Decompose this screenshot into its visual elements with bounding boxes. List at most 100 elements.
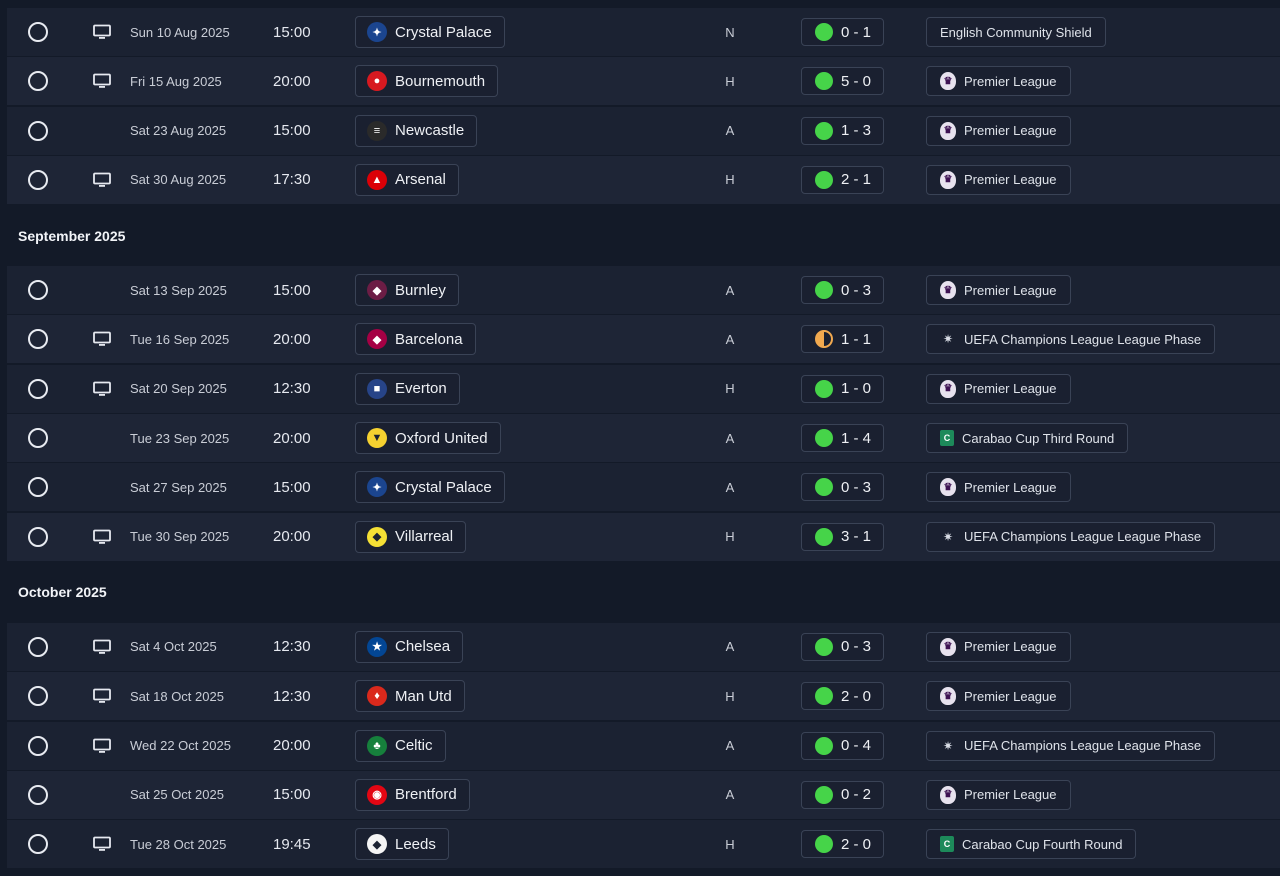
result-button[interactable]: 1 - 4 bbox=[801, 424, 885, 453]
opponent-name: Man Utd bbox=[395, 687, 452, 705]
competition-button[interactable]: ✷ UEFA Champions League League Phase bbox=[926, 730, 1216, 761]
select-radio[interactable] bbox=[28, 169, 48, 190]
opponent-button[interactable]: ★ Chelsea bbox=[355, 630, 464, 663]
competition-button[interactable]: ♛ Premier League bbox=[926, 66, 1071, 97]
opponent-name: Villarreal bbox=[395, 528, 454, 546]
opponent-button[interactable]: ▼ Oxford United bbox=[355, 422, 501, 455]
opponent-name: Barcelona bbox=[395, 330, 463, 348]
select-radio[interactable] bbox=[28, 378, 48, 399]
venue: H bbox=[725, 836, 735, 852]
opponent-button[interactable]: ◆ Barcelona bbox=[355, 323, 476, 356]
bee-crest-icon: ◉ bbox=[367, 784, 387, 805]
opponent-button[interactable]: ◆ Burnley bbox=[355, 274, 459, 307]
fixture-row[interactable]: Sat 30 Aug 2025 17:30 ▲ Arsenal H 2 - 1 … bbox=[7, 155, 1280, 204]
opponent-button[interactable]: ✦ Crystal Palace bbox=[355, 471, 505, 504]
result-button[interactable]: 1 - 3 bbox=[801, 116, 885, 145]
fixture-row[interactable]: Sat 23 Aug 2025 15:00 ≡ Newcastle A 1 - … bbox=[7, 106, 1280, 155]
result-button[interactable]: 0 - 4 bbox=[801, 731, 885, 760]
fixture-row[interactable]: Sun 10 Aug 2025 15:00 ✦ Crystal Palace N… bbox=[7, 8, 1280, 56]
fixture-date: Sat 20 Sep 2025 bbox=[130, 381, 227, 397]
kickoff-time: 12:30 bbox=[273, 380, 311, 398]
fixture-date: Tue 28 Oct 2025 bbox=[130, 836, 227, 852]
opponent-button[interactable]: ◉ Brentford bbox=[355, 778, 470, 811]
select-radio[interactable] bbox=[28, 428, 48, 449]
select-radio[interactable] bbox=[28, 834, 48, 855]
fixture-row[interactable]: Sat 13 Sep 2025 15:00 ◆ Burnley A 0 - 3 … bbox=[7, 266, 1280, 315]
fixture-row[interactable]: Sat 18 Oct 2025 12:30 ♦ Man Utd H 2 - 0 … bbox=[7, 672, 1280, 721]
select-radio[interactable] bbox=[28, 280, 48, 301]
competition-button[interactable]: ✷ UEFA Champions League League Phase bbox=[926, 521, 1216, 552]
select-radio[interactable] bbox=[28, 784, 48, 805]
opponent-button[interactable]: ✦ Crystal Palace bbox=[355, 16, 505, 48]
tv-icon bbox=[93, 623, 111, 671]
select-radio[interactable] bbox=[28, 636, 48, 657]
opponent-button[interactable]: ● Bournemouth bbox=[355, 65, 499, 98]
fixture-row[interactable]: Tue 30 Sep 2025 20:00 ◆ Villarreal H 3 -… bbox=[7, 512, 1280, 561]
score: 5 - 0 bbox=[841, 72, 872, 90]
select-radio[interactable] bbox=[28, 686, 48, 707]
select-radio[interactable] bbox=[28, 735, 48, 756]
select-radio[interactable] bbox=[28, 526, 48, 547]
tv-icon bbox=[93, 8, 111, 56]
fixture-row[interactable]: Tue 16 Sep 2025 20:00 ◆ Barcelona A 1 - … bbox=[7, 315, 1280, 364]
eagle-crest-icon: ✦ bbox=[367, 477, 387, 498]
opponent-name: Leeds bbox=[395, 835, 436, 853]
fixture-row[interactable]: Tue 23 Sep 2025 20:00 ▼ Oxford United A … bbox=[7, 414, 1280, 463]
competition-button[interactable]: ♛ Premier League bbox=[926, 681, 1071, 712]
fixture-row[interactable]: Sat 27 Sep 2025 15:00 ✦ Crystal Palace A… bbox=[7, 463, 1280, 512]
result-button[interactable]: 2 - 0 bbox=[801, 830, 885, 859]
fixture-row[interactable]: Fri 15 Aug 2025 20:00 ● Bournemouth H 5 … bbox=[7, 57, 1280, 106]
result-button[interactable]: 1 - 0 bbox=[801, 374, 885, 403]
opponent-button[interactable]: ♣ Celtic bbox=[355, 729, 446, 762]
competition-button[interactable]: ♛ Premier League bbox=[926, 275, 1071, 306]
select-radio[interactable] bbox=[28, 120, 48, 141]
kickoff-time: 20:00 bbox=[273, 737, 311, 755]
competition-button[interactable]: ♛ Premier League bbox=[926, 472, 1071, 503]
opponent-button[interactable]: ≡ Newcastle bbox=[355, 114, 478, 147]
competition-button[interactable]: English Community Shield bbox=[926, 17, 1106, 47]
opponent-button[interactable]: ▲ Arsenal bbox=[355, 163, 459, 196]
competition-button[interactable]: C Carabao Cup Fourth Round bbox=[926, 829, 1137, 860]
opponent-button[interactable]: ◆ Leeds bbox=[355, 828, 449, 861]
competition-name: Premier League bbox=[964, 123, 1057, 139]
competition-button[interactable]: ♛ Premier League bbox=[926, 631, 1071, 662]
select-radio[interactable] bbox=[28, 71, 48, 92]
result-button[interactable]: 3 - 1 bbox=[801, 522, 885, 551]
result-button[interactable]: 5 - 0 bbox=[801, 67, 885, 96]
result-button[interactable]: 0 - 1 bbox=[801, 18, 885, 46]
result-button[interactable]: 1 - 1 bbox=[801, 325, 885, 354]
cannon-crest-icon: ▲ bbox=[367, 169, 387, 190]
select-radio[interactable] bbox=[28, 477, 48, 498]
fixture-row[interactable]: Sat 20 Sep 2025 12:30 ■ Everton H 1 - 0 … bbox=[7, 364, 1280, 413]
opponent-name: Burnley bbox=[395, 281, 446, 299]
competition-button[interactable]: ♛ Premier League bbox=[926, 779, 1071, 810]
fixture-date: Sat 18 Oct 2025 bbox=[130, 688, 224, 704]
opponent-button[interactable]: ■ Everton bbox=[355, 372, 460, 405]
competition-button[interactable]: ♛ Premier League bbox=[926, 115, 1071, 146]
result-button[interactable]: 0 - 3 bbox=[801, 473, 885, 502]
fixture-row[interactable]: Wed 22 Oct 2025 20:00 ♣ Celtic A 0 - 4 ✷… bbox=[7, 721, 1280, 770]
result-indicator-icon bbox=[815, 330, 833, 349]
pl-competition-icon: ♛ bbox=[940, 281, 956, 300]
opponent-button[interactable]: ♦ Man Utd bbox=[355, 680, 465, 713]
result-button[interactable]: 0 - 2 bbox=[801, 780, 885, 809]
ucl-competition-icon: ✷ bbox=[942, 529, 954, 544]
fixture-row[interactable]: Sat 4 Oct 2025 12:30 ★ Chelsea A 0 - 3 ♛… bbox=[7, 622, 1280, 671]
result-button[interactable]: 0 - 3 bbox=[801, 276, 885, 305]
competition-button[interactable]: ✷ UEFA Champions League League Phase bbox=[926, 324, 1216, 355]
result-button[interactable]: 0 - 3 bbox=[801, 632, 885, 661]
fixture-row[interactable]: Sat 25 Oct 2025 15:00 ◉ Brentford A 0 - … bbox=[7, 770, 1280, 819]
competition-button[interactable]: ♛ Premier League bbox=[926, 373, 1071, 404]
result-button[interactable]: 2 - 1 bbox=[801, 165, 885, 194]
pl-competition-icon: ♛ bbox=[940, 637, 956, 656]
venue: A bbox=[725, 738, 735, 754]
competition-button[interactable]: C Carabao Cup Third Round bbox=[926, 423, 1129, 454]
select-radio[interactable] bbox=[28, 329, 48, 350]
tv-icon bbox=[93, 513, 111, 561]
fixture-row[interactable]: Tue 28 Oct 2025 19:45 ◆ Leeds H 2 - 0 C … bbox=[7, 820, 1280, 869]
score: 2 - 0 bbox=[841, 687, 872, 705]
competition-button[interactable]: ♛ Premier League bbox=[926, 164, 1071, 195]
result-button[interactable]: 2 - 0 bbox=[801, 682, 885, 711]
select-radio[interactable] bbox=[28, 22, 48, 42]
opponent-button[interactable]: ◆ Villarreal bbox=[355, 520, 467, 553]
